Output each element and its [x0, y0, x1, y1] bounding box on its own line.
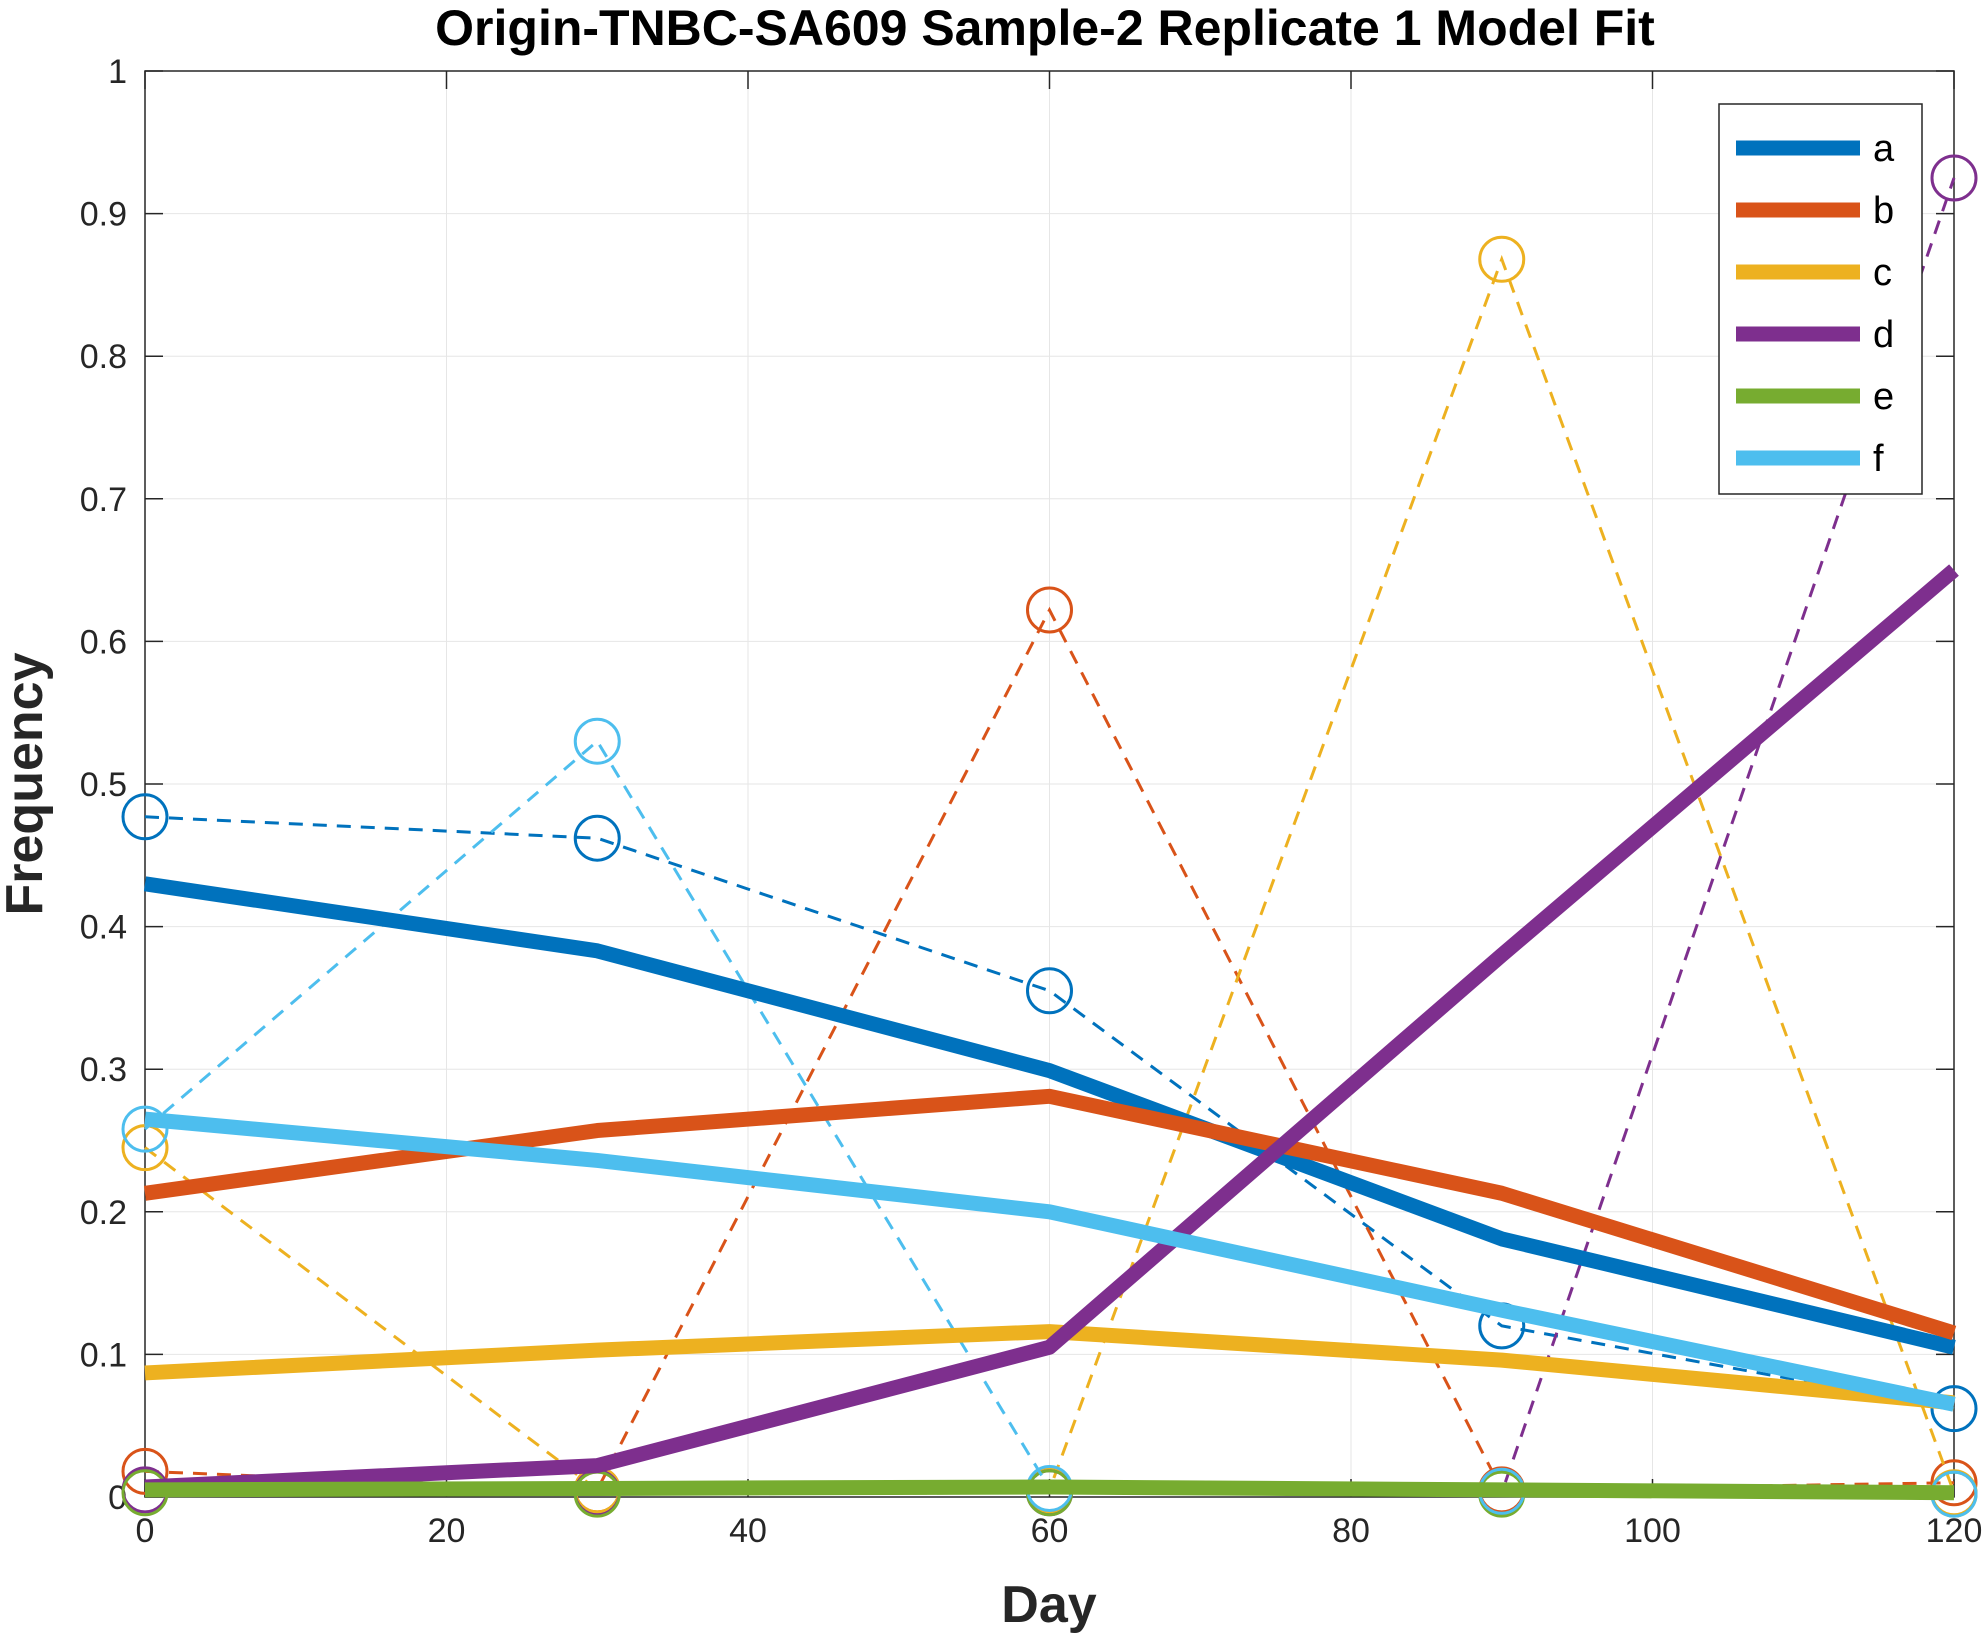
- y-tick-label: 0.5: [80, 766, 127, 804]
- legend-label-f: f: [1873, 438, 1884, 480]
- x-tick-label: 60: [1031, 1512, 1069, 1550]
- legend-label-b: b: [1873, 190, 1894, 232]
- observed-line-a: [144, 815, 1955, 1411]
- x-tick-label: 100: [1624, 1512, 1681, 1550]
- x-tick-label: 0: [136, 1512, 155, 1550]
- y-tick-label: 1: [108, 53, 127, 91]
- fit-series: [143, 564, 1959, 1501]
- observed-point-b: [1930, 1459, 1978, 1507]
- legend-label-c: c: [1873, 252, 1892, 294]
- x-tick-label: 80: [1332, 1512, 1370, 1550]
- legend-label-e: e: [1873, 376, 1894, 418]
- observed-point-f: [573, 717, 621, 765]
- observed-point-b: [1026, 586, 1073, 634]
- observed-point-a: [121, 793, 169, 841]
- y-axis-label: Frequency: [0, 652, 54, 915]
- x-axis-ticks: 0 20 40 60 80 100 120: [136, 71, 1983, 1550]
- x-tick-label: 40: [729, 1512, 767, 1550]
- y-tick-label: 0.2: [80, 1194, 127, 1232]
- fit-line-f: [144, 1111, 1956, 1412]
- y-tick-label: 0.4: [80, 909, 127, 947]
- y-tick-label: 0.9: [80, 196, 127, 234]
- legend-label-a: a: [1873, 128, 1895, 170]
- observed-point-a: [1930, 1385, 1978, 1433]
- y-tick-label: 0.1: [80, 1336, 127, 1374]
- y-tick-label: 0.8: [80, 338, 127, 376]
- chart-title: Origin-TNBC-SA609 Sample-2 Replicate 1 M…: [435, 0, 1655, 56]
- observed-point-a: [573, 814, 621, 862]
- x-axis-label: Day: [1001, 1576, 1096, 1634]
- observed-point-f: [121, 1105, 169, 1153]
- legend-label-d: d: [1873, 314, 1894, 356]
- x-tick-label: 20: [428, 1512, 466, 1550]
- y-tick-label: 0.3: [80, 1051, 127, 1089]
- fit-line-d: [144, 564, 1959, 1495]
- x-tick-label: 120: [1926, 1512, 1983, 1550]
- observed-point-d: [1930, 154, 1978, 202]
- y-axis-ticks: 00.10.20.30.40.50.60.70.80.91: [80, 53, 1954, 1517]
- legend-box: [1718, 103, 1923, 495]
- y-tick-label: 0.7: [80, 481, 127, 519]
- y-tick-label: 0.6: [80, 623, 127, 661]
- fit-line-c: [144, 1324, 1955, 1411]
- observed-point-c: [1478, 235, 1526, 283]
- fit-line-a: [143, 876, 1956, 1355]
- observed-point-a: [1026, 967, 1073, 1015]
- fit-line-e: [144, 1479, 1955, 1501]
